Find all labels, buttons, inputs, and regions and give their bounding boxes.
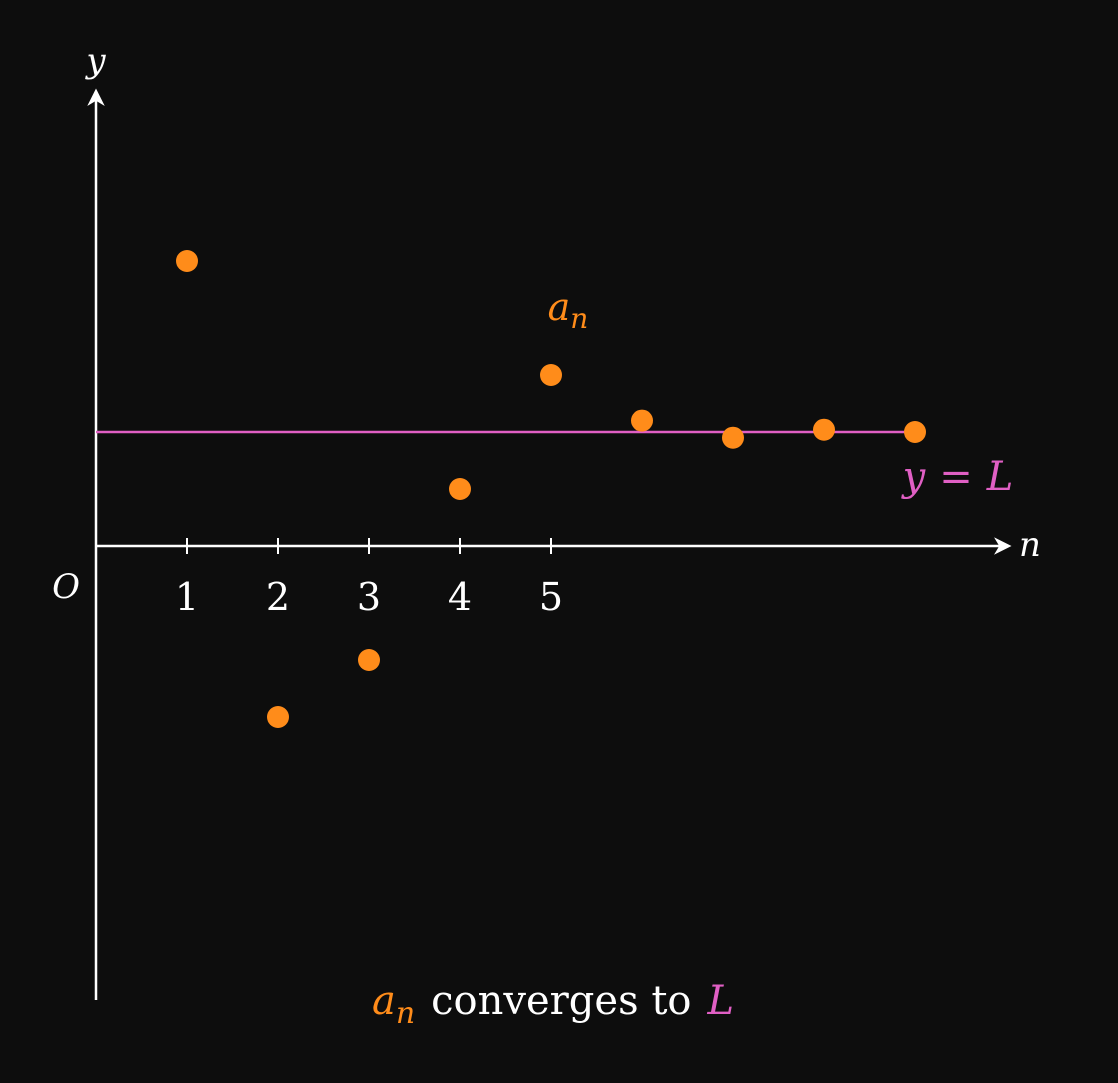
sequence-point: [631, 409, 653, 432]
limit-label-var: y: [901, 454, 927, 500]
series-label-base: a: [548, 285, 571, 329]
limit-label: y = L: [901, 454, 1014, 500]
sequence-points: [176, 250, 926, 728]
series-label-sub: n: [570, 302, 588, 335]
sequence-point: [449, 478, 471, 500]
x-tick-label: 5: [539, 575, 563, 619]
y-axis-label: y: [84, 41, 106, 81]
sequence-point: [904, 421, 926, 443]
series-label: an: [548, 285, 589, 335]
x-ticks: 1 2 3 4 5: [175, 538, 563, 619]
x-tick-label: 4: [448, 575, 472, 619]
caption-an-sub: n: [396, 996, 415, 1031]
sequence-point: [540, 364, 562, 386]
x-tick-label: 2: [266, 575, 290, 619]
sequence-point: [722, 426, 744, 449]
sequence-point: [813, 418, 835, 441]
limit-label-eq: =: [939, 454, 973, 500]
sequence-point: [176, 250, 198, 272]
x-axis-label: n: [1019, 525, 1041, 565]
caption-middle: converges to: [431, 978, 691, 1024]
limit-label-limit: L: [986, 454, 1014, 500]
sequence-point: [358, 649, 380, 671]
x-tick-label: 3: [357, 575, 381, 619]
caption: an converges to L: [372, 978, 734, 1031]
caption-an-base: a: [372, 978, 396, 1024]
origin-label: O: [52, 567, 80, 607]
caption-limit: L: [706, 978, 734, 1024]
sequence-point: [267, 706, 289, 728]
x-tick-label: 1: [175, 575, 199, 619]
